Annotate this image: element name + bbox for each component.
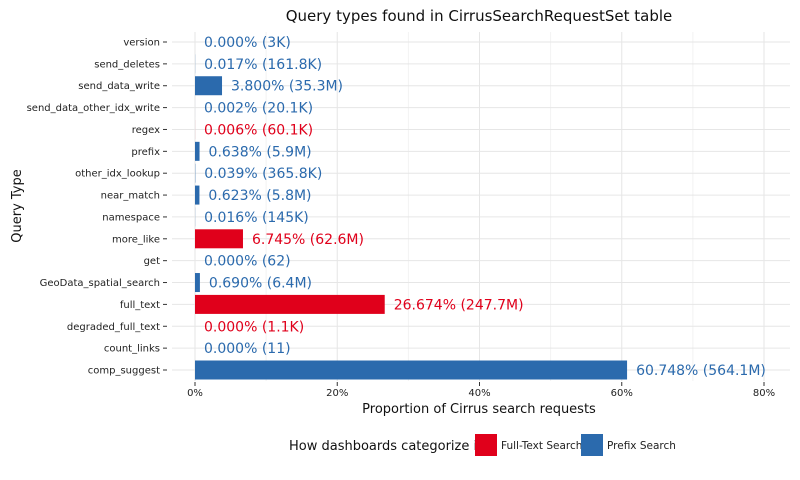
data-label-other_idx_lookup: 0.039% (365.8K) — [204, 166, 322, 182]
data-label-send_deletes: 0.017% (161.8K) — [204, 57, 322, 73]
bar-near_match — [195, 185, 200, 205]
data-label-send_data_other_idx_write: 0.002% (20.1K) — [204, 101, 313, 117]
chart-title: Query types found in CirrusSearchRequest… — [286, 7, 673, 25]
bar-comp_suggest — [195, 360, 628, 380]
data-label-GeoData_spatial_search: 0.690% (6.4M) — [209, 276, 312, 292]
y-tick-label: degraded_full_text — [67, 322, 160, 333]
bars — [195, 54, 628, 380]
data-label-namespace: 0.016% (145K) — [204, 210, 309, 226]
x-tick-label: 40% — [468, 388, 490, 399]
y-tick-label: other_idx_lookup — [75, 169, 160, 180]
y-tick-label: GeoData_spatial_search — [40, 278, 160, 289]
x-tick-label: 0% — [187, 388, 203, 399]
y-tick-label: count_links — [104, 344, 160, 355]
y-tick-label: send_data_write — [78, 81, 160, 92]
y-tick-label: namespace — [102, 212, 160, 223]
data-label-version: 0.000% (3K) — [204, 35, 291, 51]
legend-swatch-prefix — [581, 434, 603, 456]
data-label-send_data_write: 3.800% (35.3M) — [231, 79, 343, 95]
y-tick-label: send_data_other_idx_write — [27, 103, 160, 114]
legend: How dashboards categorize it Full-Text S… — [289, 434, 676, 456]
data-label-count_links: 0.000% (11) — [204, 341, 291, 357]
y-axis-title: Query Type — [10, 169, 25, 243]
y-tick-label: comp_suggest — [88, 366, 160, 377]
legend-title: How dashboards categorize it — [289, 439, 482, 454]
data-label-get: 0.000% (62) — [204, 254, 291, 270]
data-label-comp_suggest: 60.748% (564.1M) — [636, 363, 766, 379]
bar-more_like — [195, 229, 243, 249]
bar-send_data_write — [195, 76, 223, 96]
data-label-near_match: 0.623% (5.8M) — [208, 188, 311, 204]
x-tick-label: 80% — [753, 388, 775, 399]
data-labels: 0.000% (3K) 0.017% (161.8K) 3.800% (35.3M)… — [204, 35, 766, 379]
legend-swatch-full-text — [475, 434, 497, 456]
data-label-prefix: 0.638% (5.9M) — [209, 144, 312, 160]
y-tick-labels: version send_deletes send_data_write send_d… — [27, 38, 167, 377]
y-tick-label: near_match — [101, 191, 160, 202]
data-label-more_like: 6.745% (62.6M) — [252, 232, 364, 248]
bar-GeoData_spatial_search — [195, 273, 200, 293]
x-tick-labels: 0% 20% 40% 60% 80% — [187, 382, 775, 399]
x-tick-label: 60% — [611, 388, 633, 399]
y-tick-label: prefix — [131, 147, 160, 158]
y-tick-label: regex — [132, 125, 160, 136]
x-tick-label: 20% — [326, 388, 348, 399]
y-tick-label: version — [123, 38, 160, 49]
y-tick-label: full_text — [120, 300, 160, 311]
y-tick-label: send_deletes — [94, 59, 160, 70]
data-label-degraded_full_text: 0.000% (1.1K) — [204, 319, 304, 335]
bar-full_text — [195, 294, 385, 314]
data-label-regex: 0.006% (60.1K) — [204, 122, 313, 138]
bar-prefix — [195, 141, 200, 161]
x-axis-title: Proportion of Cirrus search requests — [362, 402, 596, 417]
data-label-full_text: 26.674% (247.7M) — [394, 297, 524, 313]
y-tick-label: get — [144, 256, 161, 267]
legend-label-full-text: Full-Text Search — [501, 440, 582, 452]
legend-label-prefix: Prefix Search — [607, 440, 676, 452]
y-tick-label: more_like — [112, 234, 160, 245]
